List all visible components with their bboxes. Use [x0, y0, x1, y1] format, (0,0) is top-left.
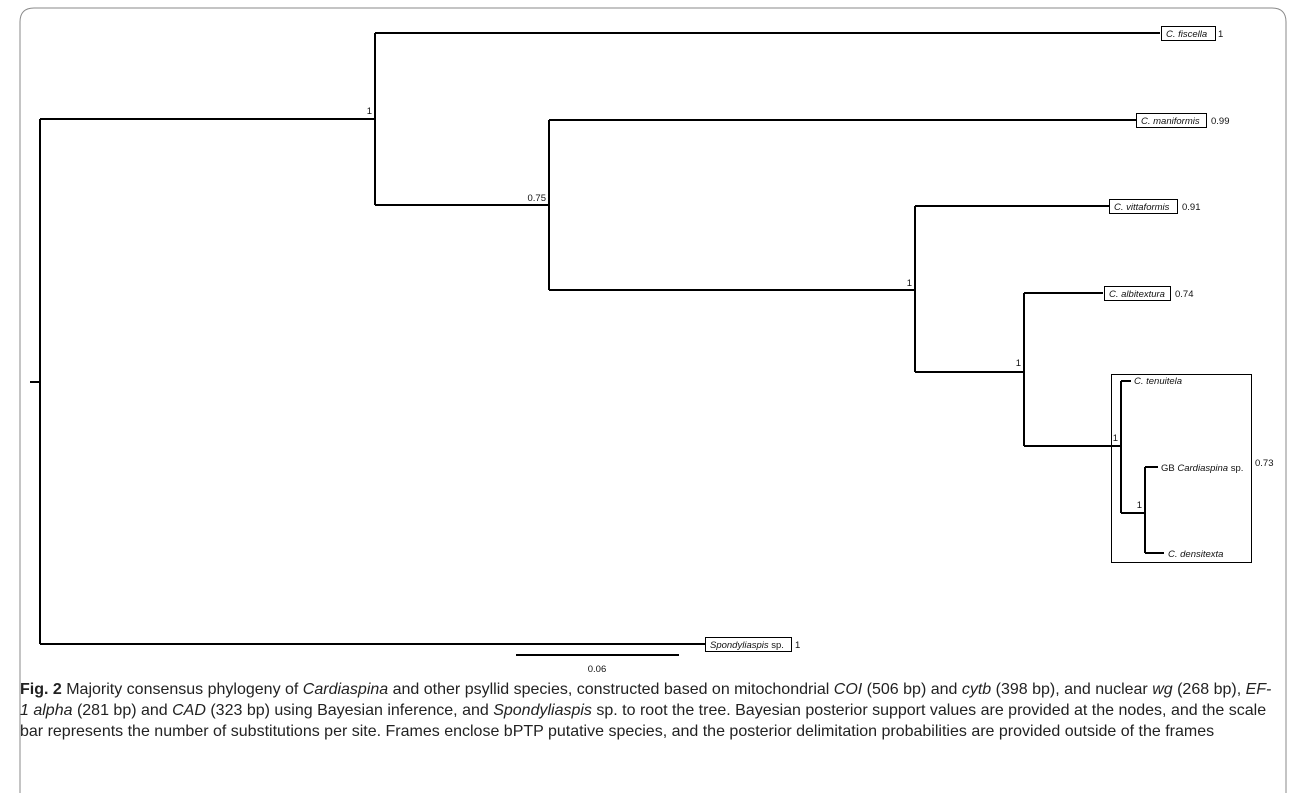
- prob-c-fiscella: 1: [1218, 29, 1223, 40]
- frame-c-fiscella: [1161, 26, 1216, 41]
- caption-segment: sp. to root the tree. Bayesian posterior…: [20, 702, 1267, 740]
- frame-c-maniformis: [1136, 113, 1207, 128]
- phylogenetic-tree: C. fiscella 1 C. maniformis 0.99 C. vitt…: [30, 26, 1274, 675]
- prob-c-albitextura: 0.74: [1175, 289, 1194, 300]
- caption-body: Majority consensus phylogeny of Cardiasp…: [20, 681, 1271, 740]
- spondyliaspis-suffix: sp.: [771, 640, 784, 651]
- node-support-n6: 1: [1137, 500, 1142, 511]
- spondyliaspis-genus: Spondyliaspis: [710, 640, 769, 651]
- leaf-label-c-fiscella: C. fiscella: [1166, 29, 1207, 40]
- gb-suffix: sp.: [1231, 463, 1244, 474]
- prob-spondyliaspis: 1: [795, 640, 800, 651]
- node-support-n2: 0.75: [528, 193, 547, 204]
- leaf-label-spondyliaspis: Spondyliaspis sp.: [710, 640, 784, 651]
- node-support-n1: 1: [367, 106, 372, 117]
- caption-segment: (323 bp) using Bayesian inference, and: [205, 702, 494, 719]
- leaf-label-c-vittaformis: C. vittaformis: [1114, 202, 1170, 213]
- caption-segment: (398 bp), and nuclear: [991, 681, 1153, 698]
- caption-segment: (268 bp),: [1172, 681, 1246, 698]
- leaf-label-c-densitexta: C. densitexta: [1168, 549, 1223, 560]
- frame-cardiaspina-group: [1111, 374, 1252, 563]
- prob-c-vittaformis: 0.91: [1182, 202, 1201, 213]
- gb-genus: Cardiaspina: [1177, 463, 1228, 474]
- caption-segment: Spondyliaspis: [493, 702, 592, 719]
- leaf-label-c-tenuitela: C. tenuitela: [1134, 376, 1182, 387]
- node-support-n3: 1: [907, 278, 912, 289]
- figure-caption: Fig. 2 Majority consensus phylogeny of C…: [20, 679, 1275, 742]
- caption-segment: Majority consensus phylogeny of: [61, 681, 303, 698]
- caption-segment: wg: [1152, 681, 1173, 698]
- caption-segment: cytb: [961, 681, 992, 698]
- caption-segment: Cardiaspina: [302, 681, 389, 698]
- leaf-label-c-maniformis: C. maniformis: [1141, 116, 1200, 127]
- frame-spondyliaspis: [705, 637, 792, 652]
- frame-c-albitextura: [1104, 286, 1171, 301]
- gb-prefix: GB: [1161, 463, 1175, 474]
- scale-bar-label: 0.06: [588, 664, 607, 675]
- caption-segment: COI: [833, 681, 863, 698]
- leaf-label-gb-cardiaspina: GB Cardiaspina sp.: [1161, 463, 1243, 474]
- caption-segment: CAD: [172, 702, 206, 719]
- frame-c-vittaformis: [1109, 199, 1178, 214]
- leaf-label-c-albitextura: C. albitextura: [1109, 289, 1165, 300]
- caption-segment: (281 bp) and: [72, 702, 173, 719]
- group-prob-cardiaspina: 0.73: [1255, 458, 1274, 469]
- figure-label: Fig. 2: [20, 681, 62, 698]
- node-support-n5: 1: [1113, 433, 1118, 444]
- prob-c-maniformis: 0.99: [1211, 116, 1230, 127]
- caption-segment: and other psyllid species, constructed b…: [388, 681, 834, 698]
- caption-segment: (506 bp) and: [862, 681, 962, 698]
- node-support-n4: 1: [1016, 358, 1021, 369]
- caption-segment: EF-1 alpha: [20, 681, 1272, 719]
